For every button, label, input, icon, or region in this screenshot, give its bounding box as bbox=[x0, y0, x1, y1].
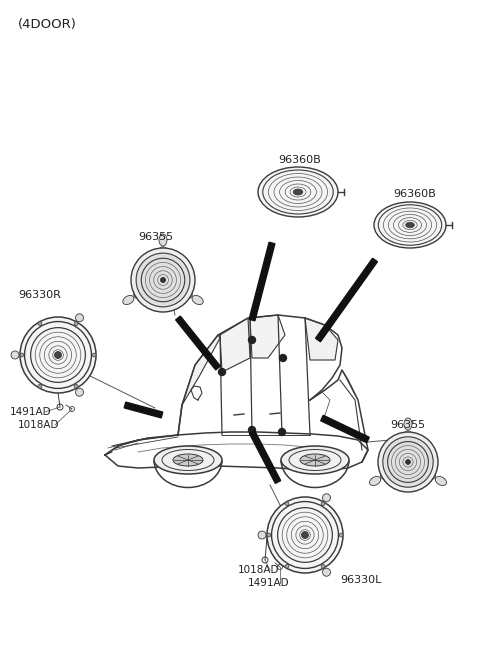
Ellipse shape bbox=[173, 454, 203, 466]
Circle shape bbox=[75, 314, 84, 321]
Ellipse shape bbox=[192, 295, 203, 304]
Text: 1018AD: 1018AD bbox=[18, 420, 60, 430]
Polygon shape bbox=[176, 316, 220, 370]
Circle shape bbox=[160, 277, 166, 283]
Circle shape bbox=[323, 494, 331, 502]
Circle shape bbox=[267, 497, 343, 573]
Circle shape bbox=[20, 317, 96, 393]
Circle shape bbox=[249, 426, 255, 434]
Polygon shape bbox=[249, 242, 275, 321]
Circle shape bbox=[279, 354, 287, 361]
Text: 96330L: 96330L bbox=[340, 575, 382, 585]
Text: (4DOOR): (4DOOR) bbox=[18, 18, 77, 31]
Circle shape bbox=[383, 437, 433, 487]
Circle shape bbox=[258, 531, 266, 539]
Ellipse shape bbox=[404, 418, 412, 430]
Circle shape bbox=[323, 568, 331, 576]
Ellipse shape bbox=[258, 167, 338, 217]
Ellipse shape bbox=[154, 446, 222, 474]
Text: 96330R: 96330R bbox=[18, 290, 61, 300]
Ellipse shape bbox=[374, 202, 446, 248]
Circle shape bbox=[74, 322, 78, 325]
Text: 1491AD: 1491AD bbox=[248, 578, 289, 588]
Circle shape bbox=[159, 247, 167, 255]
Text: 1491AD: 1491AD bbox=[10, 407, 52, 417]
Polygon shape bbox=[305, 318, 338, 360]
Circle shape bbox=[321, 502, 325, 506]
Circle shape bbox=[285, 502, 289, 506]
Circle shape bbox=[74, 384, 78, 388]
Text: 1018AD: 1018AD bbox=[238, 565, 279, 575]
Ellipse shape bbox=[159, 234, 167, 246]
Polygon shape bbox=[249, 430, 281, 483]
Circle shape bbox=[301, 531, 309, 539]
Text: 96355: 96355 bbox=[390, 420, 425, 430]
Ellipse shape bbox=[293, 189, 303, 195]
Ellipse shape bbox=[406, 222, 414, 228]
Polygon shape bbox=[220, 318, 250, 372]
Text: 96355: 96355 bbox=[138, 232, 173, 242]
Ellipse shape bbox=[300, 454, 330, 466]
Circle shape bbox=[218, 369, 226, 375]
Circle shape bbox=[404, 431, 412, 438]
Polygon shape bbox=[124, 402, 163, 418]
Circle shape bbox=[278, 428, 286, 436]
Ellipse shape bbox=[123, 295, 134, 304]
Circle shape bbox=[136, 253, 190, 307]
Text: 96360B: 96360B bbox=[393, 189, 436, 199]
Circle shape bbox=[92, 353, 96, 357]
Circle shape bbox=[267, 533, 271, 537]
Circle shape bbox=[285, 564, 289, 568]
Circle shape bbox=[381, 472, 388, 480]
Circle shape bbox=[406, 460, 410, 464]
Circle shape bbox=[321, 564, 325, 568]
Polygon shape bbox=[321, 415, 369, 443]
Circle shape bbox=[38, 322, 42, 325]
Circle shape bbox=[11, 351, 19, 359]
Circle shape bbox=[131, 248, 195, 312]
Circle shape bbox=[249, 337, 255, 344]
Ellipse shape bbox=[281, 446, 349, 474]
Circle shape bbox=[428, 472, 435, 480]
Polygon shape bbox=[182, 335, 220, 405]
Text: 96360B: 96360B bbox=[278, 155, 321, 165]
Polygon shape bbox=[250, 315, 285, 358]
Circle shape bbox=[133, 291, 141, 298]
Circle shape bbox=[378, 432, 438, 492]
Circle shape bbox=[55, 352, 61, 358]
Circle shape bbox=[38, 384, 42, 388]
Circle shape bbox=[20, 353, 24, 357]
Circle shape bbox=[185, 291, 192, 298]
Circle shape bbox=[75, 388, 84, 396]
Ellipse shape bbox=[370, 476, 381, 485]
Circle shape bbox=[339, 533, 343, 537]
Polygon shape bbox=[315, 258, 377, 342]
Ellipse shape bbox=[435, 476, 446, 485]
